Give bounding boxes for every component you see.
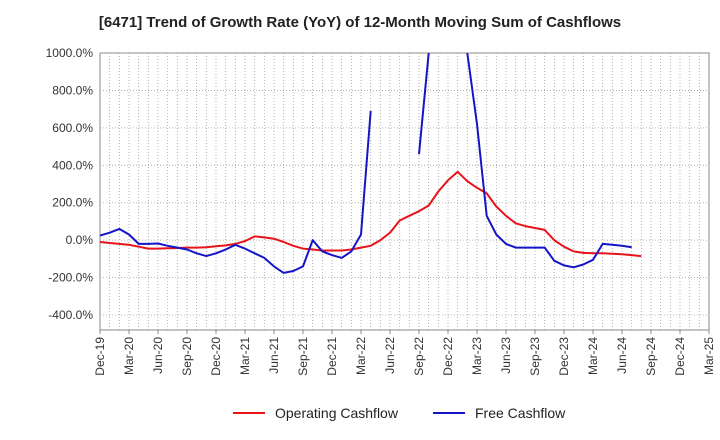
x-tick-label: Sep-22 (412, 337, 426, 376)
x-tick-label: Sep-20 (180, 337, 194, 376)
plot-area (99, 52, 710, 331)
x-tick-label: Dec-24 (673, 337, 687, 376)
y-tick-label: 400.0% (52, 158, 93, 172)
y-tick-label: 800.0% (52, 83, 93, 97)
x-tick-label: Jun-21 (267, 337, 281, 374)
x-tick-label: Mar-22 (354, 337, 368, 375)
chart-title: [6471] Trend of Growth Rate (YoY) of 12-… (98, 14, 622, 31)
chart-legend: Operating Cashflow Free Cashflow (0, 405, 720, 425)
x-tick-label: Mar-25 (702, 337, 716, 375)
series-line-free-cashflow (466, 53, 632, 269)
y-tick-label: 200.0% (52, 196, 93, 210)
x-tick-label: Sep-24 (644, 337, 658, 376)
x-tick-label: Dec-23 (557, 337, 571, 376)
x-tick-label: Mar-20 (122, 337, 136, 375)
x-tick-label: Dec-21 (325, 337, 339, 376)
x-tick-label: Mar-24 (586, 337, 600, 375)
x-tick-label: Jun-20 (151, 337, 165, 374)
x-tick-label: Mar-21 (238, 337, 252, 375)
legend-item-operating-cashflow: Operating Cashflow (233, 405, 398, 421)
y-tick-label: 600.0% (52, 121, 93, 135)
x-tick-label: Dec-20 (209, 337, 223, 376)
legend-swatch-operating-cashflow (233, 412, 265, 414)
x-tick-label: Jun-23 (499, 337, 513, 374)
x-tick-label: Jun-22 (383, 337, 397, 374)
legend-item-free-cashflow: Free Cashflow (433, 405, 565, 421)
x-tick-label: Sep-23 (528, 337, 542, 376)
legend-label-operating-cashflow: Operating Cashflow (275, 405, 398, 421)
x-tick-label: Jun-24 (615, 337, 629, 374)
x-tick-label: Dec-19 (93, 337, 107, 376)
legend-label-free-cashflow: Free Cashflow (475, 405, 566, 421)
legend-swatch-free-cashflow (433, 412, 465, 414)
x-tick-label: Dec-22 (441, 337, 455, 376)
series-line-free-cashflow (418, 53, 430, 155)
y-tick-label: 0.0% (66, 233, 94, 247)
x-tick-label: Sep-21 (296, 337, 310, 376)
x-tick-label: Mar-23 (470, 337, 484, 375)
y-tick-label: -400.0% (48, 308, 93, 322)
y-tick-label: 1000.0% (46, 46, 94, 60)
series-line-free-cashflow (100, 110, 372, 274)
series-line-operating-cashflow (100, 170, 642, 258)
y-tick-label: -200.0% (48, 271, 93, 285)
